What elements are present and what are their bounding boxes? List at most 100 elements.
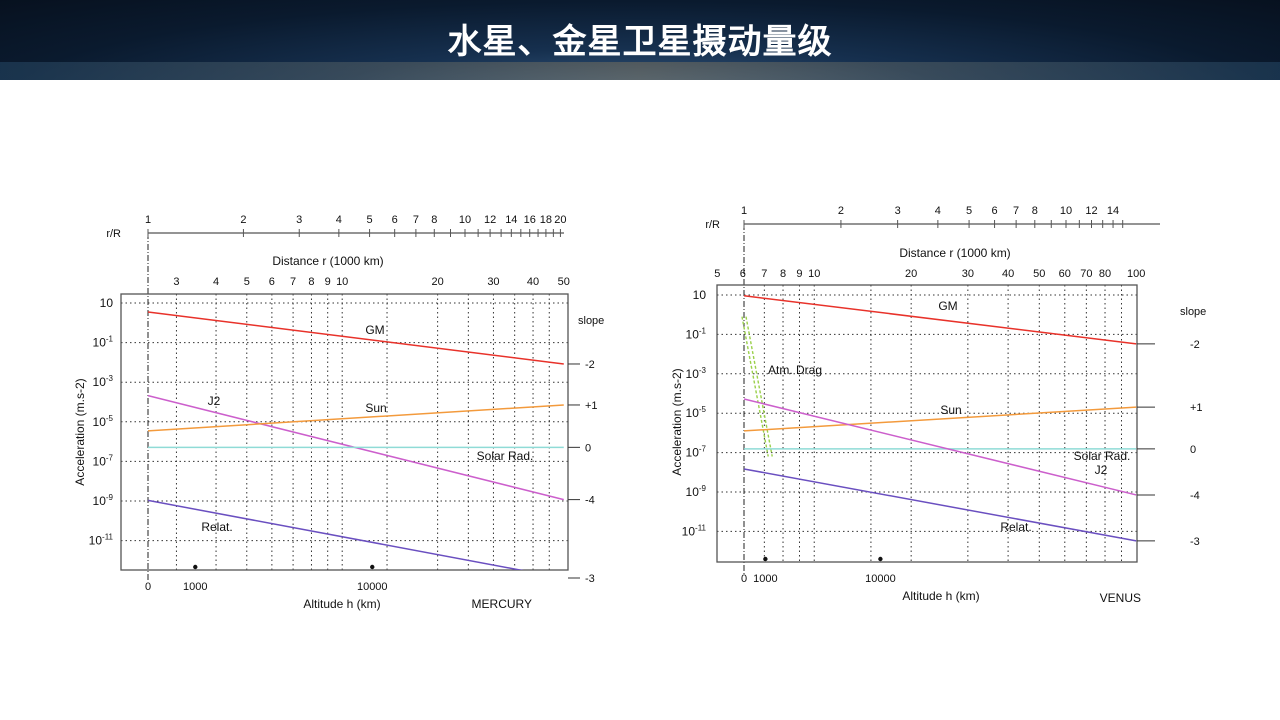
distance-tick-label: 9	[325, 276, 331, 288]
series-label: Relat.	[1000, 520, 1031, 534]
planet-name: VENUS	[1100, 591, 1141, 605]
altitude-marker	[370, 564, 375, 570]
distance-tick-label: 50	[1033, 268, 1045, 280]
series-label: Sun	[365, 401, 386, 415]
distance-tick-label: 7	[290, 276, 296, 288]
distance-tick-label: 30	[487, 276, 499, 288]
y-tick-label: 10-9	[686, 484, 707, 499]
slope-label: -2	[1190, 339, 1200, 351]
rR-tick-label: 10	[459, 214, 471, 226]
distance-tick-label: 5	[714, 268, 720, 280]
rR-tick-label: 7	[413, 214, 419, 226]
series-label: Sun	[940, 403, 961, 417]
rR-tick-label: 1	[741, 205, 747, 217]
distance-tick-label: 30	[962, 268, 974, 280]
rR-tick-label: 20	[554, 214, 566, 226]
slope-label: -2	[585, 359, 595, 371]
rR-tick-label: 16	[524, 214, 536, 226]
y-tick-label: 10-1	[93, 335, 114, 350]
altitude-tick-label: 1000	[183, 581, 207, 593]
distance-tick-label: 5	[244, 276, 250, 288]
y-tick-base: 10	[686, 367, 700, 381]
slope-label: -3	[585, 573, 595, 585]
slide-header: 水星、金星卫星摄动量级	[0, 0, 1280, 80]
series-label: GM	[365, 323, 384, 337]
distance-tick-label: 80	[1099, 268, 1111, 280]
rR-tick-label: 8	[431, 214, 437, 226]
series-label: GM	[938, 299, 957, 313]
y-tick-exponent: -11	[102, 533, 114, 542]
y-tick-label: 10-3	[93, 374, 114, 389]
y-axis-title: Acceleration (m.s-2)	[670, 368, 684, 475]
rR-tick-label: 4	[336, 214, 342, 226]
y-tick-base: 10	[693, 288, 707, 302]
distance-tick-label: 7	[761, 268, 767, 280]
distance-axis-title: Distance r (1000 km)	[272, 254, 383, 268]
y-tick-exponent: -7	[699, 445, 707, 454]
distance-tick-label: 10	[336, 276, 348, 288]
series-label: Relat.	[201, 520, 232, 534]
y-tick-base: 10	[100, 296, 114, 310]
distance-tick-label: 40	[1002, 268, 1014, 280]
series-line-atm-drag	[745, 316, 773, 457]
series-line-atm-drag	[741, 316, 769, 457]
altitude-tick-label: 0	[741, 573, 747, 585]
y-tick-exponent: -7	[106, 453, 114, 462]
y-tick-label: 10	[693, 288, 707, 302]
rR-tick-label: 12	[1085, 205, 1097, 217]
series-label: J2	[1095, 463, 1108, 477]
slope-label: -4	[1190, 490, 1200, 502]
series-line-gm	[147, 311, 564, 365]
series-line-gm	[743, 295, 1137, 345]
series-label: J2	[208, 394, 221, 408]
distance-tick-label: 8	[780, 268, 786, 280]
series-line-sun	[743, 406, 1137, 432]
y-tick-label: 10-5	[93, 414, 114, 429]
altitude-tick-label: 10000	[865, 573, 896, 585]
distance-tick-label: 60	[1059, 268, 1071, 280]
distance-tick-label: 8	[308, 276, 314, 288]
rR-tick-label: 2	[838, 205, 844, 217]
distance-tick-label: 10	[808, 268, 820, 280]
altitude-marker	[193, 564, 198, 570]
rR-tick-label: 14	[1107, 205, 1119, 217]
rR-tick-label: 4	[935, 205, 941, 217]
altitude-tick-label: 10000	[357, 581, 388, 593]
y-tick-label: 10	[100, 296, 114, 310]
rR-tick-label: 3	[296, 214, 302, 226]
y-tick-base: 10	[686, 446, 700, 460]
rR-tick-label: 1	[145, 214, 151, 226]
distance-tick-label: 70	[1080, 268, 1092, 280]
altitude-axis-title: Altitude h (km)	[902, 589, 979, 603]
y-tick-base: 10	[93, 494, 107, 508]
y-tick-base: 10	[682, 524, 696, 538]
distance-tick-label: 9	[796, 268, 802, 280]
distance-tick-label: 4	[213, 276, 219, 288]
distance-tick-label: 40	[527, 276, 539, 288]
y-tick-base: 10	[686, 327, 700, 341]
altitude-axis-title: Altitude h (km)	[303, 597, 380, 611]
series-group	[147, 311, 564, 570]
rR-tick-label: 3	[895, 205, 901, 217]
slide-title: 水星、金星卫星摄动量级	[447, 22, 833, 62]
y-tick-base: 10	[93, 375, 107, 389]
distance-axis-title: Distance r (1000 km)	[899, 246, 1010, 260]
distance-tick-label: 3	[173, 276, 179, 288]
y-tick-base: 10	[93, 336, 107, 350]
distance-tick-label: 20	[905, 268, 917, 280]
series-label: Solar Rad.	[1074, 449, 1131, 463]
series-line-j2	[743, 398, 1137, 496]
slope-label: 0	[1190, 444, 1196, 456]
y-tick-label: 10-7	[686, 445, 707, 460]
y-tick-base: 10	[89, 534, 103, 548]
distance-tick-label: 6	[269, 276, 275, 288]
rR-tick-label: 5	[966, 205, 972, 217]
plot-frame	[120, 293, 569, 571]
y-tick-exponent: -3	[699, 366, 707, 375]
y-tick-base: 10	[686, 485, 700, 499]
y-axis-title: Acceleration (m.s-2)	[73, 378, 87, 485]
y-tick-label: 10-1	[686, 326, 707, 341]
altitude-marker	[878, 556, 883, 562]
